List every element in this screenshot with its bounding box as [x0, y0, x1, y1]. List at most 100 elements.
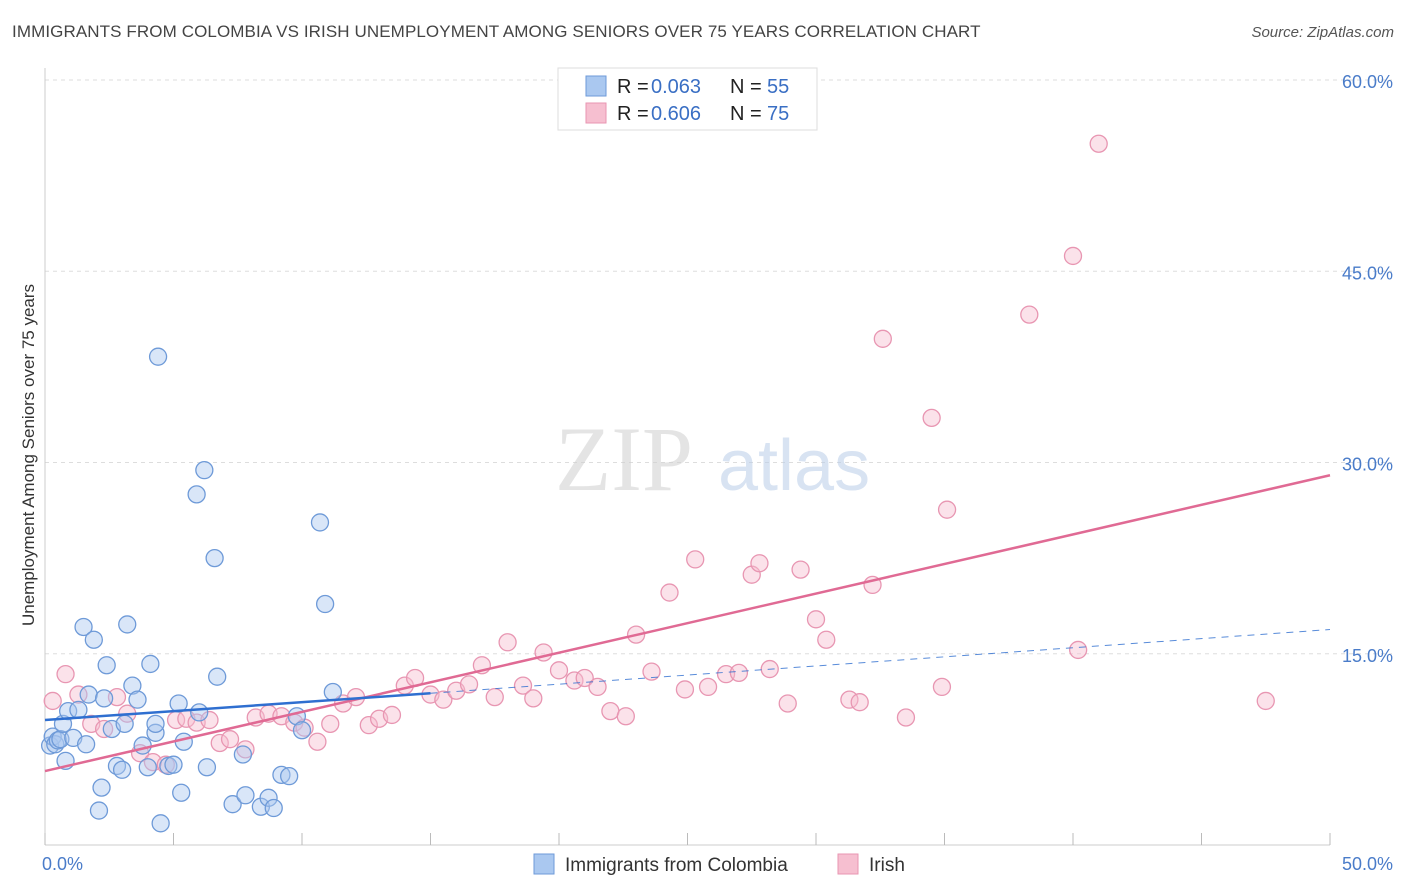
colombia-point-20 [115, 714, 134, 734]
colombia-point-36 [187, 485, 206, 504]
irish-point-68 [932, 677, 952, 697]
colombia-point-38 [195, 460, 214, 480]
irish-point-50 [675, 680, 695, 699]
irish-point-51 [686, 550, 705, 569]
colombia-point-15 [94, 689, 114, 708]
bottom-legend-label-colombia: Immigrants from Colombia [565, 855, 788, 876]
colombia-point-24 [133, 736, 152, 755]
irish-point-14 [210, 733, 229, 753]
colombia-point-19 [112, 760, 132, 779]
series-colombia [40, 347, 342, 833]
colombia-point-55 [89, 801, 109, 820]
irish-point-72 [1068, 640, 1088, 660]
y-tick-label-0: 15.0% [1342, 646, 1393, 666]
colombia-point-54 [323, 682, 342, 702]
colombia-point-43 [233, 745, 253, 764]
top-legend: R = 0.063 N = 55 R = 0.606 N = 75 [557, 67, 818, 131]
trend-line-irish [44, 474, 1331, 773]
irish-point-63 [850, 693, 869, 712]
irish-point-44 [588, 677, 607, 697]
legend-n-label-irish: N = [730, 103, 762, 125]
irish-point-38 [513, 676, 533, 695]
colombia-point-52 [310, 513, 330, 532]
irish-point-1 [56, 665, 75, 684]
colombia-point-11 [76, 735, 96, 754]
colombia-point-12 [79, 685, 98, 704]
irish-point-54 [729, 663, 749, 683]
bottom-legend: Immigrants from Colombia Irish [533, 853, 905, 876]
bottom-legend-swatch-irish [837, 853, 859, 875]
irish-point-28 [382, 705, 402, 725]
irish-point-26 [359, 716, 378, 735]
colombia-point-40 [205, 548, 224, 568]
colombia-point-32 [164, 755, 183, 774]
y-tick-label-3: 60.0% [1342, 72, 1393, 92]
irish-point-36 [485, 687, 504, 707]
bottom-legend-label-irish: Irish [869, 855, 905, 876]
irish-point-58 [778, 694, 797, 713]
gridlines [45, 79, 1392, 655]
trend-extension-colombia [430, 629, 1331, 694]
irish-point-16 [236, 740, 255, 759]
colombia-point-42 [223, 795, 242, 814]
irish-point-52 [698, 677, 718, 697]
y-axis-label: Unemployment Among Seniors over 75 years [19, 284, 38, 626]
irish-point-69 [937, 500, 957, 519]
colombia-point-51 [292, 721, 312, 740]
watermark-atlas: atlas [718, 426, 870, 506]
irish-point-46 [616, 707, 635, 726]
colombia-point-25 [138, 758, 157, 777]
colombia-point-28 [146, 714, 165, 734]
irish-point-56 [750, 554, 769, 573]
irish-point-45 [601, 701, 620, 721]
irish-point-70 [1020, 305, 1039, 324]
legend-r-value-colombia: 0.063 [651, 76, 701, 98]
irish-point-13 [200, 710, 219, 730]
irish-point-37 [498, 633, 517, 652]
colombia-point-13 [84, 630, 103, 649]
irish-point-2 [69, 685, 88, 704]
colombia-point-16 [97, 656, 116, 675]
colombia-point-14 [92, 778, 111, 797]
irish-point-66 [896, 708, 916, 727]
axes [44, 68, 1331, 846]
watermark-zip: ZIP [555, 408, 693, 510]
tick-labels: 15.0% 30.0% 45.0% 60.0% 0.0% 50.0% [42, 72, 1393, 874]
colombia-point-9 [69, 700, 88, 719]
legend-n-label-colombia: N = [730, 76, 762, 98]
colombia-point-41 [208, 667, 227, 686]
colombia-point-26 [141, 654, 160, 674]
irish-point-34 [459, 675, 479, 694]
irish-point-65 [873, 329, 892, 348]
irish-point-60 [806, 610, 826, 629]
irish-point-39 [524, 689, 543, 708]
legend-swatch-colombia [585, 75, 607, 97]
colombia-point-21 [118, 615, 137, 634]
chart-source: Source: ZipAtlas.com [1251, 24, 1394, 41]
irish-point-15 [220, 730, 240, 749]
trend-lines [44, 474, 1331, 773]
colombia-point-34 [172, 783, 191, 802]
colombia-point-53 [315, 594, 335, 614]
irish-point-0 [43, 691, 62, 711]
x-tick-label-0: 0.0% [42, 854, 83, 874]
colombia-point-22 [123, 676, 142, 695]
trend-line-colombia [44, 692, 431, 722]
colombia-point-46 [259, 788, 278, 807]
colombia-point-49 [279, 767, 299, 786]
watermark: ZIP atlas [555, 408, 870, 510]
legend-r-label-irish: R = [617, 103, 649, 125]
legend-n-value-colombia: 55 [767, 76, 789, 98]
irish-point-41 [549, 661, 569, 680]
legend-n-value-irish: 75 [767, 103, 789, 125]
legend-r-label-colombia: R = [617, 76, 649, 98]
irish-point-32 [434, 690, 453, 709]
colombia-point-44 [236, 786, 255, 805]
colombia-point-48 [272, 765, 291, 785]
irish-point-61 [817, 630, 836, 649]
irish-point-73 [1089, 134, 1108, 153]
bottom-legend-swatch-colombia [533, 853, 555, 875]
legend-r-value-irish: 0.606 [651, 103, 701, 125]
irish-point-49 [660, 583, 679, 602]
